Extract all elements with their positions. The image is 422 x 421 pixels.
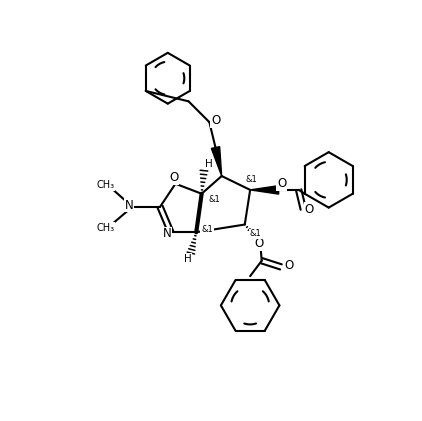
Text: H: H: [205, 160, 212, 170]
Text: &1: &1: [246, 175, 257, 184]
Polygon shape: [211, 147, 222, 176]
Text: O: O: [305, 203, 314, 216]
Text: N: N: [125, 199, 134, 212]
Text: &1: &1: [201, 225, 213, 234]
Text: &1: &1: [250, 229, 261, 238]
Polygon shape: [250, 186, 279, 194]
Text: H: H: [184, 254, 192, 264]
Text: O: O: [169, 171, 179, 184]
Text: O: O: [284, 259, 293, 272]
Text: O: O: [277, 177, 287, 190]
Text: &1: &1: [208, 195, 220, 205]
Text: O: O: [254, 237, 263, 250]
Text: CH₃: CH₃: [96, 223, 114, 233]
Text: O: O: [211, 114, 220, 127]
Text: CH₃: CH₃: [96, 180, 114, 190]
Text: N: N: [162, 227, 171, 240]
